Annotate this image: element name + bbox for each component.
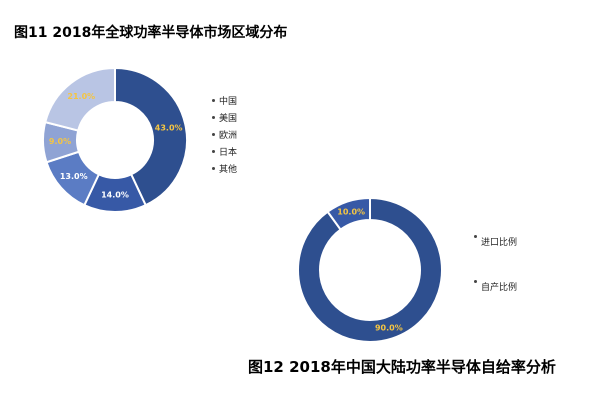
donut-slice: [297, 196, 443, 343]
legend-bullet: [212, 99, 215, 102]
data-label: 9.0%: [49, 137, 71, 146]
data-label: 13.0%: [60, 172, 88, 181]
legend: 中国 美国 欧洲 日本 其他: [212, 92, 237, 177]
legend-bullet: [212, 133, 215, 136]
donut-chart-self-sufficiency: 90.0% 10.0%: [297, 196, 443, 343]
data-label: 43.0%: [155, 124, 183, 133]
legend-bullet: [212, 150, 215, 153]
donut-slice: [44, 66, 116, 132]
legend-label: 自产比例: [481, 283, 518, 293]
legend-label: 进口比例: [481, 238, 518, 248]
data-label: 90.0%: [375, 324, 403, 333]
legend: 进口比例 自产比例: [474, 235, 517, 325]
legend-item-usa: 美国: [212, 109, 237, 126]
legend-item-japan: 日本: [212, 143, 237, 160]
legend-label: 其他: [219, 165, 238, 175]
data-label: 14.0%: [101, 191, 129, 200]
legend-label: 日本: [219, 148, 238, 158]
data-label: 21.0%: [67, 92, 95, 101]
donut-chart-regional: 43.0% 14.0% 13.0% 9.0% 21.0%: [42, 66, 188, 213]
legend-bullet: [212, 116, 215, 119]
chart-title: 图11 2018年全球功率半导体市场区域分布: [14, 25, 288, 41]
legend-item-europe: 欧洲: [212, 126, 237, 143]
legend-label: 中国: [219, 97, 238, 107]
donut-slice: [114, 66, 188, 207]
legend-item-china: 中国: [212, 92, 237, 109]
chart-title: 图12 2018年中国大陆功率半导体自给率分析: [248, 358, 556, 376]
legend-label: 欧洲: [219, 131, 238, 141]
legend-bullet: [474, 235, 477, 238]
legend-item-import: 进口比例: [474, 235, 517, 280]
legend-bullet: [212, 167, 215, 170]
legend-item-other: 其他: [212, 160, 237, 177]
legend-item-domestic: 自产比例: [474, 280, 517, 325]
donut-slice: [326, 196, 371, 231]
data-label: 10.0%: [337, 207, 365, 216]
legend-bullet: [474, 280, 477, 283]
legend-label: 美国: [219, 114, 238, 124]
